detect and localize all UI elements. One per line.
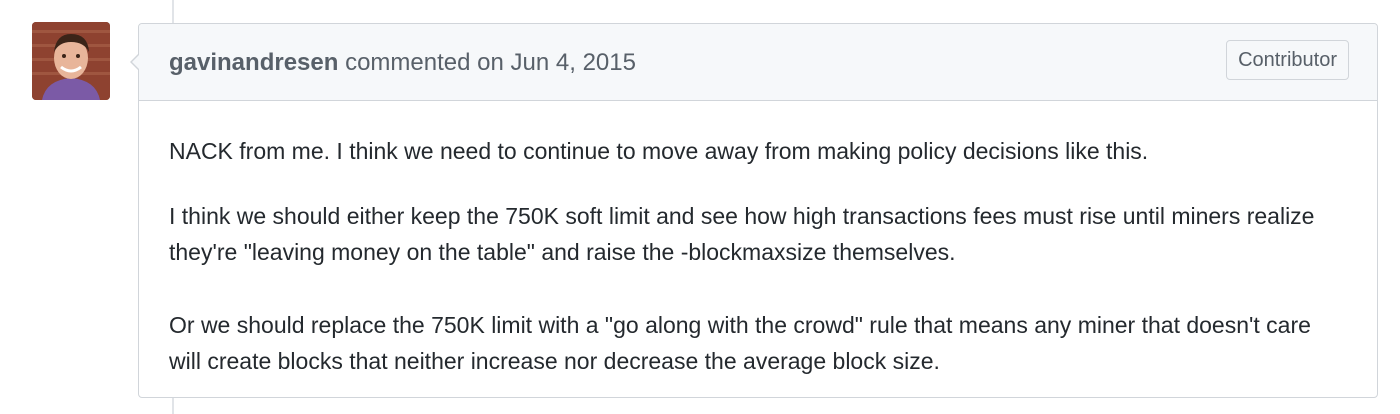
- comment-paragraph: NACK from me. I think we need to continu…: [169, 138, 1149, 164]
- comment-box: gavinandresen commented on Jun 4, 2015 C…: [130, 23, 1378, 398]
- contributor-badge: Contributor: [1226, 40, 1349, 80]
- comment-header-text: gavinandresen commented on Jun 4, 2015: [169, 48, 636, 78]
- comment-paragraph: Or we should replace the 750K limit with…: [169, 312, 1311, 374]
- avatar-photo-icon: [32, 22, 110, 100]
- comment-header: gavinandresen commented on Jun 4, 2015 C…: [139, 24, 1377, 101]
- comment-action: commented on: [345, 49, 504, 76]
- author-link[interactable]: gavinandresen: [169, 49, 339, 76]
- comment-arrow-inner: [132, 54, 140, 70]
- comment-paragraph: I think we should either keep the 750K s…: [169, 203, 1315, 265]
- avatar[interactable]: [32, 22, 110, 100]
- comment-date-link[interactable]: Jun 4, 2015: [510, 49, 636, 76]
